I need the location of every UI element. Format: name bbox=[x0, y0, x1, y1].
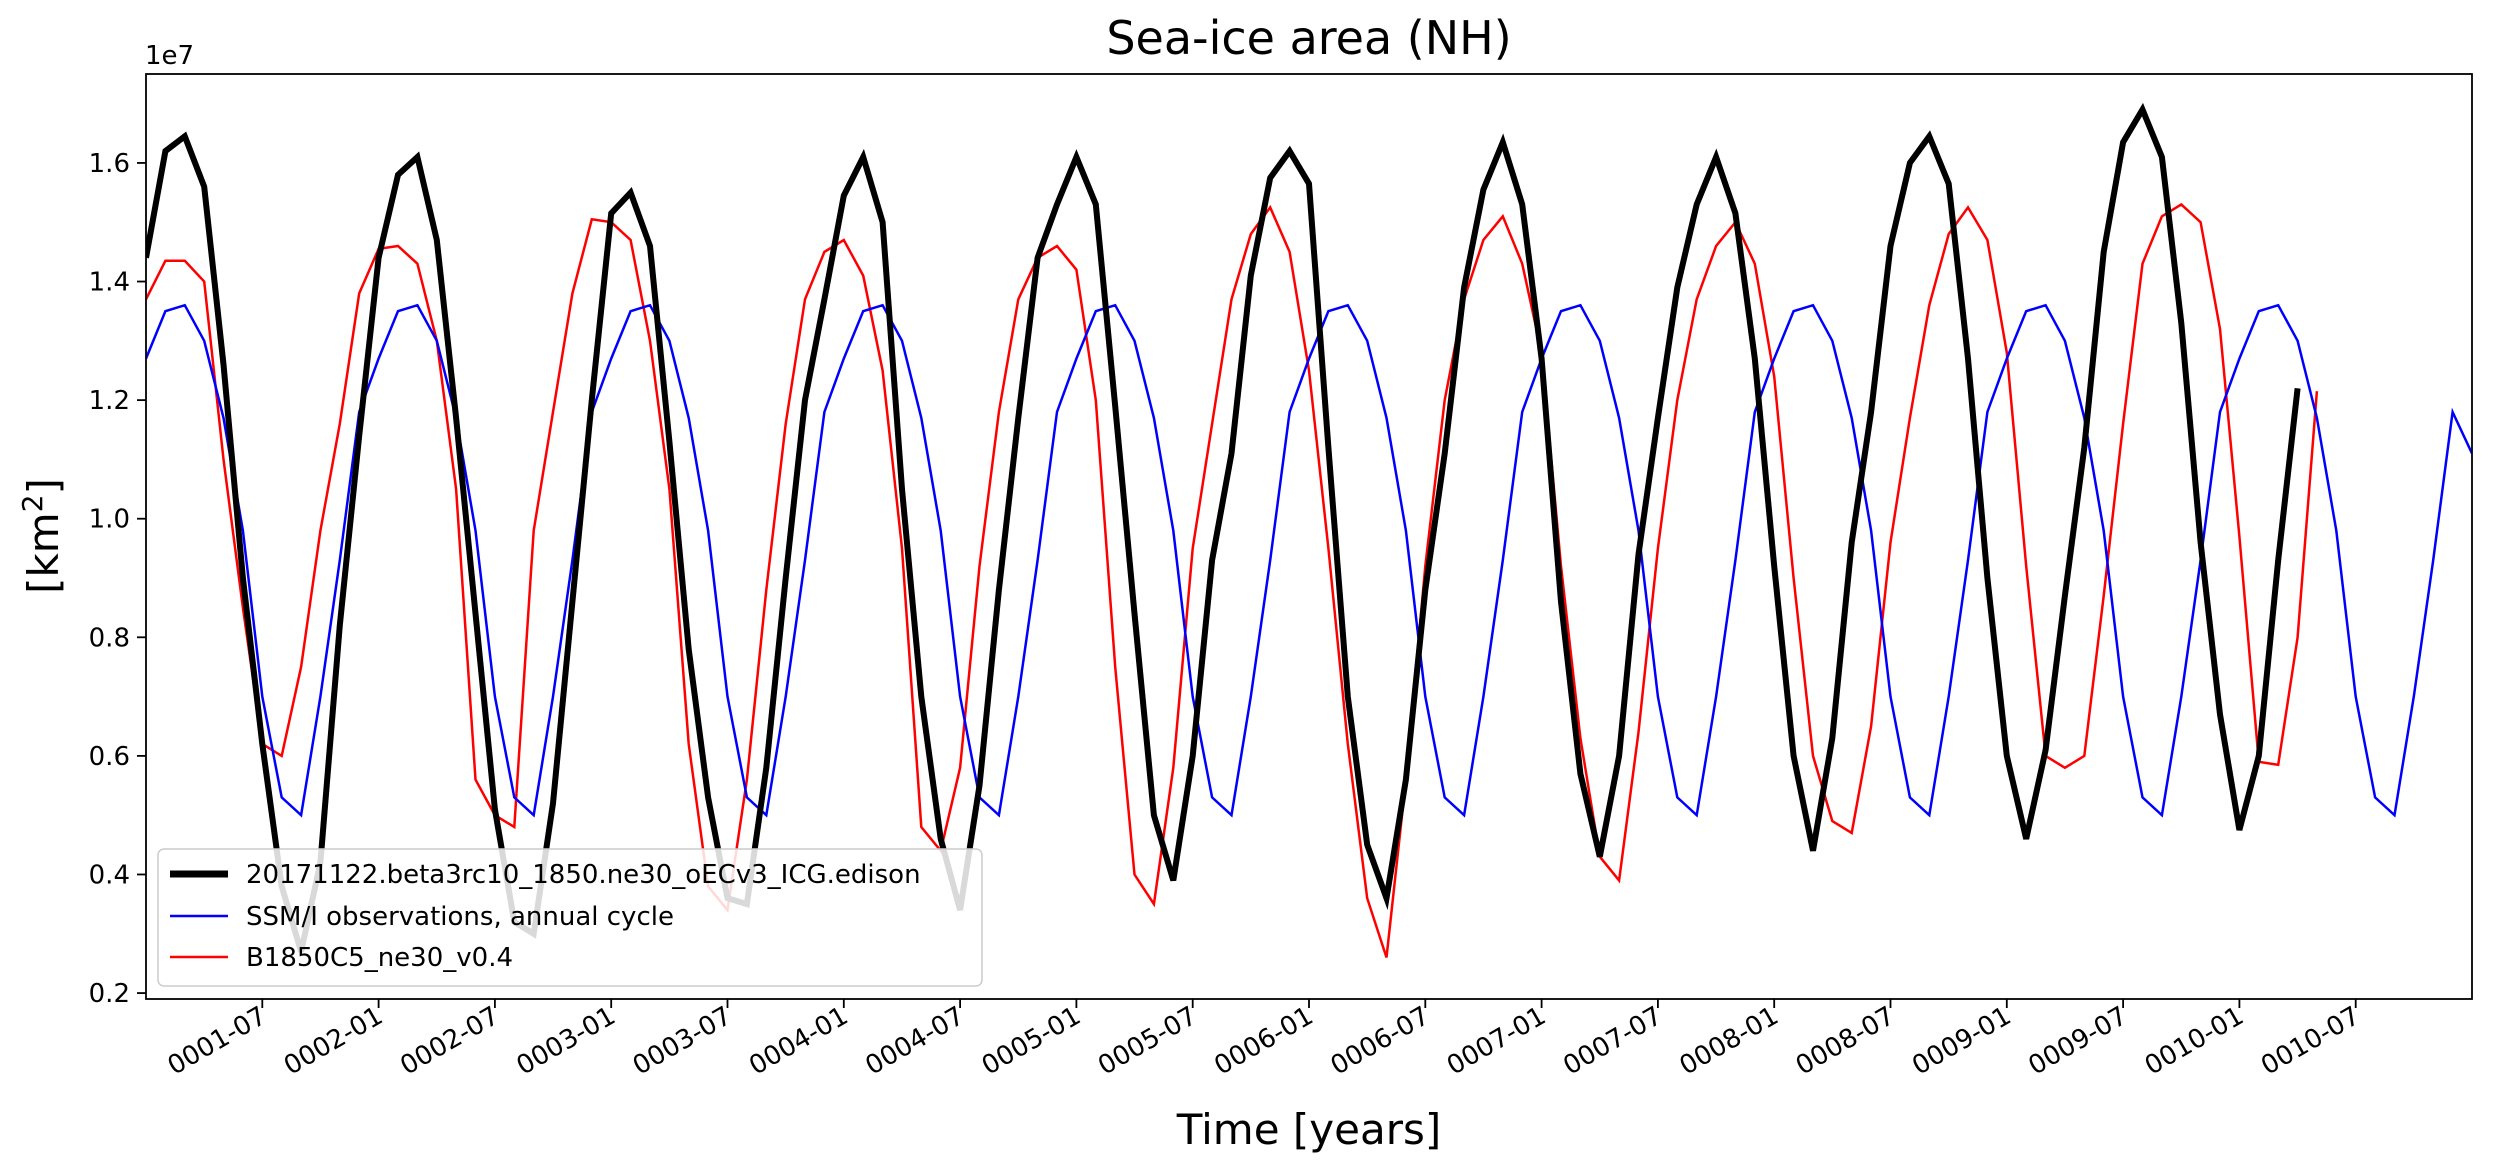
y-offset-label: 1e7 bbox=[145, 41, 194, 71]
legend-label-reference: B1850C5_ne30_v0.4 bbox=[246, 943, 513, 973]
y-tick-label: 1.2 bbox=[89, 386, 130, 416]
legend-box bbox=[157, 848, 983, 987]
legend-label-model: 20171122.beta3rc10_1850.ne30_oECv3_ICG.e… bbox=[246, 860, 921, 890]
plot-frame bbox=[145, 73, 2473, 1000]
y-tick-label: 0.4 bbox=[89, 860, 130, 890]
x-axis-label: Time [years] bbox=[1176, 1105, 1442, 1154]
legend-label-observations: SSM/I observations, annual cycle bbox=[246, 902, 674, 932]
y-axis-label-base: [km bbox=[19, 512, 68, 594]
y-tick-label: 1.4 bbox=[89, 268, 130, 298]
y-tick-label: 1.6 bbox=[89, 149, 130, 179]
legend: 20171122.beta3rc10_1850.ne30_oECv3_ICG.e… bbox=[157, 848, 983, 987]
y-tick-label: 0.6 bbox=[89, 742, 130, 772]
y-axis-label: [km2] bbox=[16, 478, 68, 594]
y-axis-label-close: ] bbox=[19, 478, 68, 494]
y-axis-label-superscript: 2 bbox=[16, 494, 49, 512]
y-axis-ticks: 0.2 0.4 0.6 0.8 1.0 1.2 1.4 1.6 bbox=[89, 149, 146, 1009]
y-tick-label: 0.2 bbox=[89, 979, 130, 1009]
chart-title: Sea-ice area (NH) bbox=[1106, 11, 1511, 65]
y-tick-label: 1.0 bbox=[89, 505, 130, 535]
y-tick-label: 0.8 bbox=[89, 623, 130, 653]
